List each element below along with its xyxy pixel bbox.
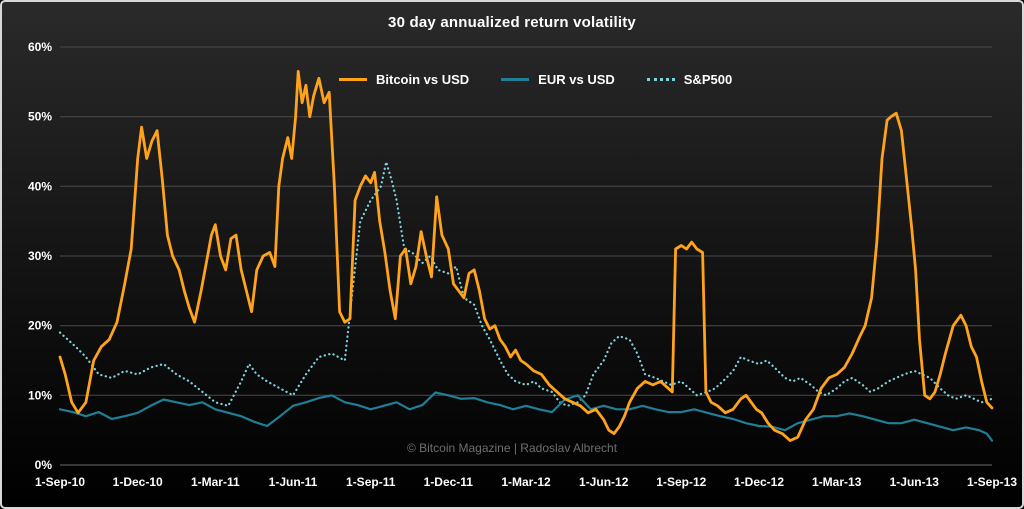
x-tick-label: 1-Dec-10 [113, 475, 163, 489]
chart-title: 30 day annualized return volatility [388, 14, 636, 31]
x-tick-label: 1-Jun-11 [269, 475, 318, 489]
legend-label: S&P500 [683, 72, 733, 87]
series-bitcoin-vs-usd [58, 70, 994, 442]
eur-line-swatch-icon [501, 78, 530, 81]
sp500-line-swatch-icon [646, 78, 675, 81]
series-s-p500 [58, 160, 994, 407]
x-tick-label: 1-Sep-12 [656, 475, 706, 489]
y-tick-label: 50% [28, 110, 52, 124]
legend-label: Bitcoin vs USD [375, 72, 470, 87]
x-tick-label: 1-Dec-12 [734, 475, 784, 489]
y-tick-label: 30% [28, 249, 52, 263]
series-eur-vs-usd [58, 391, 994, 442]
y-tick-label: 0% [35, 458, 53, 472]
x-tick-label: 1-Jun-12 [579, 475, 629, 489]
x-tick-label: 1-Sep-11 [346, 475, 396, 489]
y-tick-label: 60% [28, 40, 52, 54]
legend-item-bitcoin-vs-usd: Bitcoin vs USD [338, 72, 470, 87]
x-tick-label: 1-Jun-13 [890, 475, 940, 489]
x-tick-label: 1-Sep-13 [967, 475, 1017, 489]
x-tick-label: 1-Sep-10 [35, 475, 85, 489]
x-tick-label: 1-Mar-13 [812, 475, 862, 489]
bitcoin-line-swatch-icon [338, 78, 367, 81]
y-tick-label: 40% [28, 179, 52, 193]
y-tick-label: 10% [28, 388, 52, 402]
legend-item-sp500: S&P500 [646, 72, 733, 87]
watermark: © Bitcoin Magazine | Radoslav Albrecht [406, 441, 618, 455]
legend-item-eur-vs-usd: EUR vs USD [501, 72, 615, 87]
x-tick-label: 1-Mar-11 [191, 475, 240, 489]
y-tick-label: 20% [28, 319, 52, 333]
chart-legend: Bitcoin vs USD EUR vs USD S&P500 [338, 72, 733, 87]
x-tick-label: 1-Dec-11 [424, 475, 474, 489]
x-tick-label: 1-Mar-12 [501, 475, 551, 489]
legend-label: EUR vs USD [538, 72, 615, 87]
